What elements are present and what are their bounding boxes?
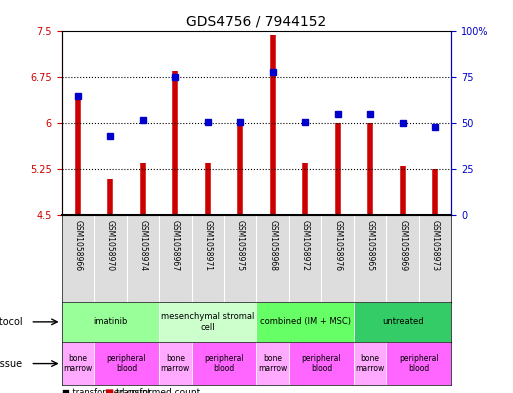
FancyBboxPatch shape: [191, 342, 256, 385]
Text: GSM1058970: GSM1058970: [106, 220, 115, 271]
Text: bone
marrow: bone marrow: [63, 354, 92, 373]
Text: bone
marrow: bone marrow: [356, 354, 385, 373]
Text: combined (IM + MSC): combined (IM + MSC): [260, 318, 351, 326]
FancyBboxPatch shape: [256, 302, 354, 342]
Text: GSM1058974: GSM1058974: [139, 220, 147, 271]
Text: mesenchymal stromal
cell: mesenchymal stromal cell: [161, 312, 254, 332]
FancyBboxPatch shape: [94, 342, 159, 385]
Text: protocol: protocol: [0, 317, 23, 327]
Text: GSM1058975: GSM1058975: [236, 220, 245, 271]
Text: GSM1058971: GSM1058971: [203, 220, 212, 271]
FancyBboxPatch shape: [159, 302, 256, 342]
Text: peripheral
blood: peripheral blood: [302, 354, 341, 373]
Text: GSM1058966: GSM1058966: [73, 220, 82, 271]
Text: GSM1058967: GSM1058967: [171, 220, 180, 271]
Text: GSM1058965: GSM1058965: [366, 220, 374, 271]
Text: ■: ■: [105, 392, 114, 393]
Text: peripheral
blood: peripheral blood: [107, 354, 146, 373]
Text: imatinib: imatinib: [93, 318, 128, 326]
FancyBboxPatch shape: [256, 342, 289, 385]
FancyBboxPatch shape: [289, 342, 354, 385]
FancyBboxPatch shape: [62, 342, 94, 385]
Text: GSM1058973: GSM1058973: [431, 220, 440, 271]
Text: ■ transformed count: ■ transformed count: [62, 388, 150, 393]
Text: GSM1058972: GSM1058972: [301, 220, 310, 271]
FancyBboxPatch shape: [159, 342, 191, 385]
Text: transformed count: transformed count: [116, 388, 201, 393]
FancyBboxPatch shape: [354, 342, 386, 385]
Text: peripheral
blood: peripheral blood: [399, 354, 439, 373]
Title: GDS4756 / 7944152: GDS4756 / 7944152: [186, 15, 327, 29]
Text: GSM1058968: GSM1058968: [268, 220, 277, 271]
Text: bone
marrow: bone marrow: [161, 354, 190, 373]
Text: ■: ■: [105, 388, 114, 393]
FancyBboxPatch shape: [62, 302, 159, 342]
Text: GSM1058969: GSM1058969: [398, 220, 407, 271]
FancyBboxPatch shape: [386, 342, 451, 385]
Text: untreated: untreated: [382, 318, 424, 326]
Text: bone
marrow: bone marrow: [258, 354, 287, 373]
Text: tissue: tissue: [0, 358, 23, 369]
FancyBboxPatch shape: [354, 302, 451, 342]
Text: peripheral
blood: peripheral blood: [204, 354, 244, 373]
Text: GSM1058976: GSM1058976: [333, 220, 342, 271]
